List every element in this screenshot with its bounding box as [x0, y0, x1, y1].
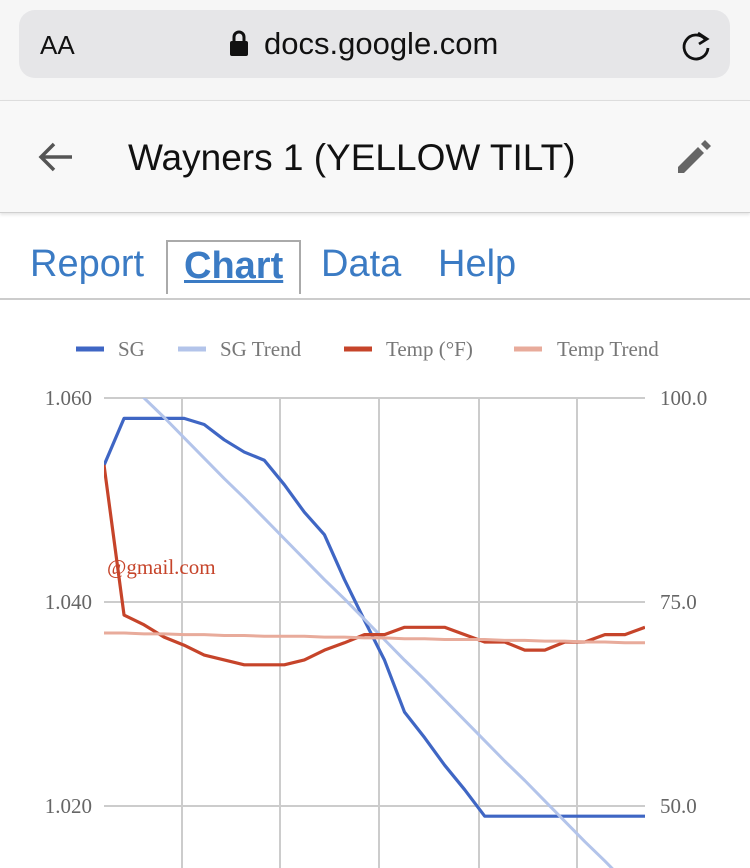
legend-label: Temp Trend	[557, 337, 659, 361]
app-header: Wayners 1 (YELLOW TILT)	[0, 100, 750, 213]
tab-bar: Report Chart Data Help	[0, 212, 750, 300]
reload-icon[interactable]	[679, 29, 713, 63]
series-line	[104, 464, 645, 667]
tab[interactable]: Chart	[166, 240, 302, 294]
y-tick-label: 1.040	[45, 590, 92, 614]
doc-title: Wayners 1 (YELLOW TILT)	[128, 137, 576, 178]
address-bar[interactable]	[19, 10, 730, 78]
tab[interactable]: Data	[321, 243, 402, 285]
text-size-button[interactable]: AA	[40, 30, 75, 60]
plot-area	[104, 398, 645, 868]
legend-label: SG	[118, 337, 145, 361]
lock-icon	[230, 30, 248, 56]
series-line	[104, 416, 645, 818]
annotation: @gmail.com	[107, 555, 216, 579]
legend-label: Temp (°F)	[386, 337, 473, 361]
y2-tick-label: 75.0	[660, 590, 697, 614]
series-line	[141, 398, 614, 868]
chart: 1.020 1.040 1.060 50.0 75.0 100.0 SG SG Trend Te…	[45, 337, 707, 868]
edit-button[interactable]	[674, 137, 714, 177]
url[interactable]: docs.google.com	[264, 26, 499, 61]
y-tick-label: 1.020	[45, 794, 92, 818]
y-tick-label: 1.060	[45, 386, 92, 410]
tab[interactable]: Report	[30, 243, 145, 285]
y2-tick-label: 50.0	[660, 794, 697, 818]
series-line	[104, 631, 645, 645]
tab[interactable]: Help	[438, 243, 517, 285]
legend-label: SG Trend	[220, 337, 302, 361]
y2-tick-label: 100.0	[660, 386, 707, 410]
browser-bar: AA docs.google.com	[0, 0, 750, 100]
back-button[interactable]	[38, 141, 74, 173]
